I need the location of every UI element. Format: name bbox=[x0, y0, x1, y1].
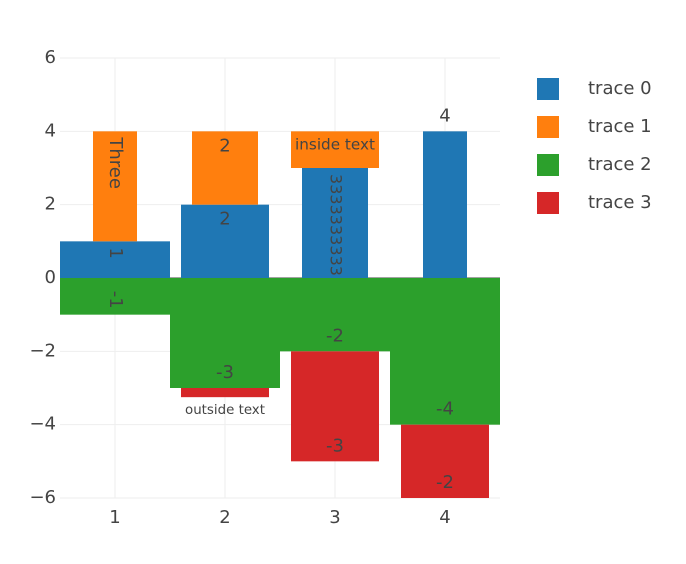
bar-label: 2 bbox=[219, 209, 230, 230]
bar bbox=[181, 388, 269, 398]
bar-label: -4 bbox=[436, 399, 454, 420]
bar bbox=[60, 278, 170, 315]
y-tick-label: −2 bbox=[29, 340, 56, 361]
bar-label: 3333333333 bbox=[327, 174, 346, 276]
legend-label: trace 1 bbox=[588, 116, 652, 137]
x-tick-label: 1 bbox=[109, 507, 120, 528]
legend-label: trace 3 bbox=[588, 192, 652, 213]
y-tick-label: −4 bbox=[29, 414, 56, 435]
y-tick-label: 2 bbox=[45, 194, 56, 215]
bar-label: -2 bbox=[326, 325, 344, 346]
bar bbox=[423, 131, 467, 278]
bar bbox=[401, 424, 489, 498]
legend: trace 0 trace 1 trace 2 trace 3 bbox=[537, 78, 652, 214]
legend-label: trace 2 bbox=[588, 154, 652, 175]
bar bbox=[280, 278, 390, 352]
legend-swatch bbox=[537, 78, 559, 100]
legend-label: trace 0 bbox=[588, 78, 652, 99]
bar-label: outside text bbox=[185, 403, 265, 418]
bar bbox=[192, 131, 258, 205]
y-tick-label: 4 bbox=[45, 120, 56, 141]
bar-label: -1 bbox=[105, 291, 126, 309]
y-tick-label: 6 bbox=[45, 47, 56, 68]
bar-label: -2 bbox=[436, 472, 454, 493]
x-tick-label: 4 bbox=[439, 507, 450, 528]
bar bbox=[291, 351, 379, 462]
bar bbox=[390, 278, 500, 425]
bar-label: 4 bbox=[439, 105, 450, 126]
bars bbox=[60, 131, 500, 498]
bar bbox=[302, 168, 368, 278]
bar-labels: 1 2 3333333333 4 Three 2 inside text -1 -3 -2 -4 ou… bbox=[105, 105, 454, 493]
bar bbox=[181, 204, 269, 278]
y-tick-label: 0 bbox=[45, 267, 56, 288]
legend-swatch bbox=[537, 192, 559, 214]
bar-label: Three bbox=[105, 136, 126, 189]
bar-label: 1 bbox=[105, 247, 126, 258]
legend-swatch bbox=[537, 116, 559, 138]
bar bbox=[291, 131, 379, 168]
bar-label: 2 bbox=[219, 135, 230, 156]
bar bbox=[170, 278, 280, 388]
legend-swatch bbox=[537, 154, 559, 176]
bar-label: inside text bbox=[295, 135, 375, 153]
bar-label: -3 bbox=[216, 362, 234, 383]
bar-label: -3 bbox=[326, 435, 344, 456]
x-tick-label: 2 bbox=[219, 507, 230, 528]
x-tick-label: 3 bbox=[329, 507, 340, 528]
y-tick-label: −6 bbox=[29, 487, 56, 508]
bar bbox=[60, 241, 170, 278]
bar bbox=[93, 131, 137, 242]
